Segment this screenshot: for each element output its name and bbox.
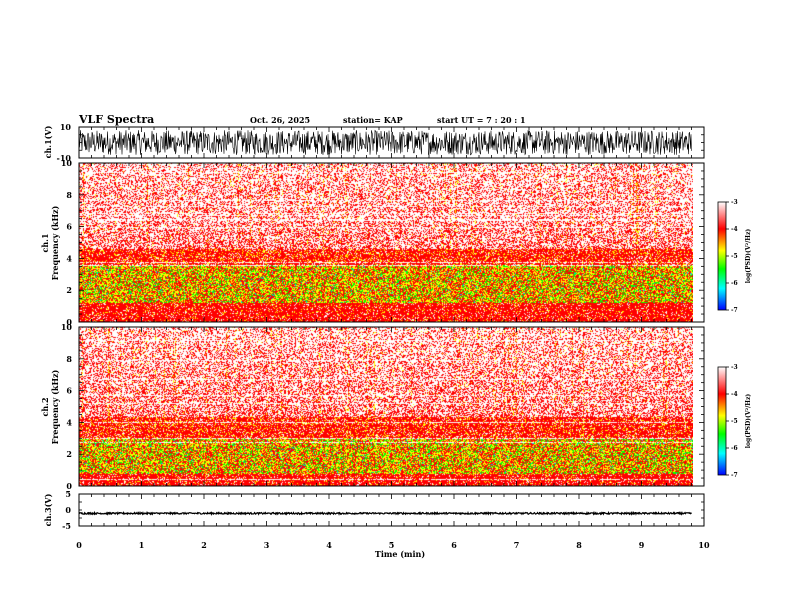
time-tick-label: 5 [389, 540, 395, 550]
time-tick-label: 4 [326, 540, 332, 550]
ch1-spectrogram-ytick-labels: 0 2 4 6 8 10 [61, 158, 73, 327]
time-tick-label: 10 [698, 540, 710, 550]
ch1-spectrogram-ylabel-ch: ch.1 [40, 233, 50, 252]
colorbar-tick-label: -6 [731, 280, 738, 287]
ch1-waveform-xticks [78, 126, 705, 159]
time-tick-label: 7 [514, 540, 520, 550]
ch1-spectrogram-ylabel-freq: Frequency (kHz) [50, 205, 60, 280]
ch3-ytick-top: 5 [65, 489, 71, 499]
frequency-tick-label: 6 [66, 222, 72, 232]
ch3-ytick-bottom: -5 [62, 521, 71, 531]
ch1-colorbar-ticks: -3 -4 -5 -6 -7 [726, 199, 738, 314]
frequency-tick-label: 4 [66, 417, 72, 427]
ch2-colorbar [717, 366, 727, 476]
ch1-spectrogram-ticks [78, 162, 705, 323]
colorbar-tick-label: -4 [731, 226, 738, 233]
frequency-tick-label: 0 [66, 481, 72, 491]
figure-title: VLF Spectra [78, 113, 154, 126]
time-tick-label: 2 [201, 540, 207, 550]
ch2-spectrogram-ylabel-freq: Frequency (kHz) [50, 369, 60, 444]
ch3-waveform-ticks [78, 493, 705, 527]
ch1-ytick-top: 10 [60, 122, 72, 132]
colorbar-tick-label: -5 [731, 418, 738, 425]
ch2-colorbar-ticks: -3 -4 -5 -6 -7 [726, 364, 738, 479]
ch2-spectrogram-ytick-labels: 0 2 4 6 8 10 [61, 322, 73, 491]
time-tick-label: 1 [139, 540, 145, 550]
frequency-tick-label: 2 [66, 285, 72, 295]
colorbar-tick-label: -6 [731, 445, 738, 452]
time-tick-label: 3 [264, 540, 270, 550]
ch2-spectrogram-ylabel-ch: ch.2 [40, 397, 50, 416]
ch1-ytick-bottom: -10 [57, 153, 72, 163]
ch2-spectrogram-ticks [78, 326, 705, 487]
start-ut-label: start UT = 7 : 20 : 1 [437, 115, 526, 125]
colorbar-tick-label: -3 [731, 199, 738, 206]
colorbar-tick-label: -7 [731, 472, 738, 479]
time-tick-label: 8 [576, 540, 582, 550]
ch1-colorbar-label: log(PSD)(V²/Hz) [745, 229, 752, 284]
colorbar-tick-label: -5 [731, 253, 738, 260]
frequency-tick-label: 2 [66, 449, 72, 459]
frequency-tick-label: 4 [66, 253, 72, 263]
colorbar-tick-label: -4 [731, 391, 738, 398]
frequency-tick-label: 0 [66, 317, 72, 327]
frequency-tick-label: 10 [61, 158, 73, 168]
ch3-waveform-panel: 5 0 -5 ch.3(V) 0 1 2 3 4 5 6 7 8 9 10 Time (min) [43, 489, 710, 559]
date-label: Oct. 26, 2025 [250, 115, 310, 125]
ch2-colorbar-label: log(PSD)(V²/Hz) [745, 394, 752, 449]
colorbar-tick-label: -3 [731, 364, 738, 371]
ch1-ylabel: ch.1(V) [43, 125, 53, 158]
frequency-tick-label: 8 [66, 354, 72, 364]
ch3-ylabel: ch.3(V) [43, 493, 53, 526]
time-axis-label: Time (min) [375, 549, 425, 559]
time-tick-label: 9 [639, 540, 645, 550]
ch3-ytick-mid: 0 [65, 505, 71, 515]
time-tick-label: 0 [76, 540, 82, 550]
ch1-spectrogram-heatmap [79, 163, 693, 322]
ch1-waveform-line [78, 129, 692, 156]
station-label: station= KAP [343, 115, 403, 125]
time-axis-tick-labels: 0 1 2 3 4 5 6 7 8 9 10 [76, 540, 710, 550]
frequency-tick-label: 8 [66, 190, 72, 200]
frequency-tick-label: 6 [66, 386, 72, 396]
ch3-waveform-line [78, 510, 692, 517]
frequency-tick-label: 10 [61, 322, 73, 332]
ch2-spectrogram-heatmap [79, 327, 693, 486]
ch1-waveform-panel: 10 -10 ch.1(V) [43, 122, 705, 163]
colorbar-tick-label: -7 [731, 307, 738, 314]
ch1-colorbar [717, 201, 727, 311]
time-tick-label: 6 [451, 540, 457, 550]
